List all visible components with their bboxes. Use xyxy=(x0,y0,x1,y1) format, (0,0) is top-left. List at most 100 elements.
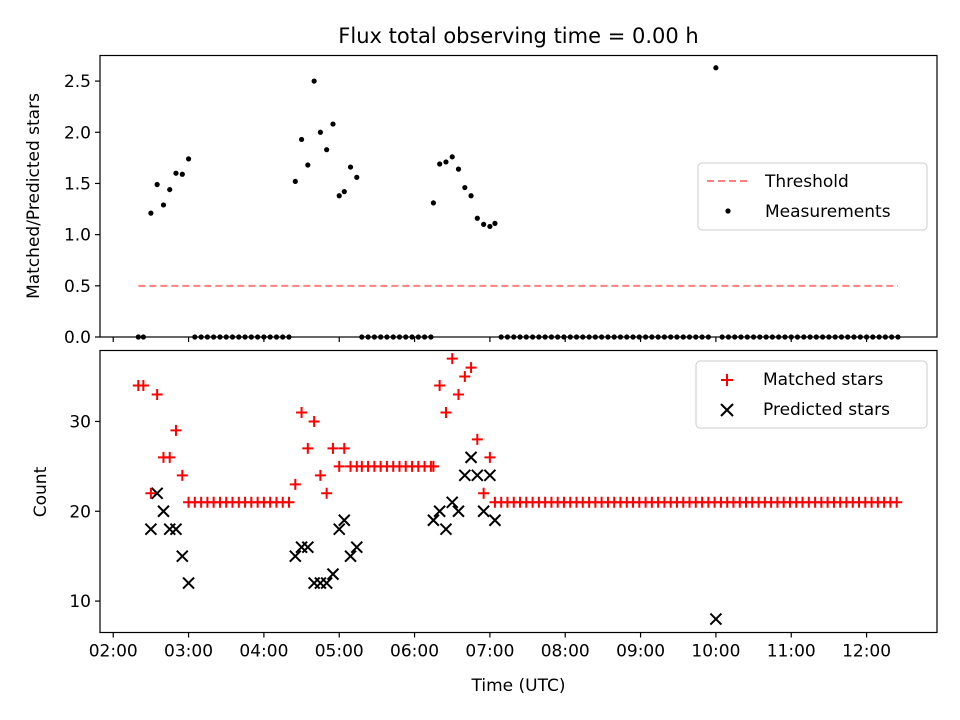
measurement-point xyxy=(474,215,480,221)
measurement-point xyxy=(530,334,536,340)
measurement-point xyxy=(261,334,267,340)
measurement-point xyxy=(487,223,493,230)
bottom-plot-frame xyxy=(99,349,938,634)
legend-measurements-label: Measurements xyxy=(765,202,891,222)
measurement-point xyxy=(492,220,498,226)
y-tick-label: 2.5 xyxy=(64,72,91,92)
x-tick-label: 07:00 xyxy=(465,642,514,662)
predicted-star-point xyxy=(157,505,170,518)
measurement-point xyxy=(713,65,719,71)
measurement-point xyxy=(882,334,888,340)
measurement-point xyxy=(217,334,223,340)
x-tick-label: 05:00 xyxy=(315,642,364,662)
measurement-point xyxy=(807,334,813,340)
matched-star-point xyxy=(459,371,471,383)
measurement-point xyxy=(845,334,851,340)
top-y-axis: 0.0 0.5 1.0 1.5 2.0 2.5 xyxy=(64,72,100,348)
predicted-star-point xyxy=(301,540,315,554)
predicted-star-point xyxy=(471,469,484,482)
legend-predicted-label: Predicted stars xyxy=(763,400,890,420)
matched-star-point xyxy=(302,442,314,454)
matched-star-point xyxy=(440,406,452,418)
measurement-point xyxy=(341,189,347,195)
measurement-point xyxy=(415,334,421,340)
measurement-point xyxy=(705,334,711,340)
legend-measurements-swatch xyxy=(725,208,731,214)
measurement-point xyxy=(763,334,769,340)
measurement-point xyxy=(378,334,384,340)
measurement-point xyxy=(826,334,832,340)
measurement-point xyxy=(462,184,468,191)
measurement-point xyxy=(430,200,436,206)
matched-star-point xyxy=(484,451,496,463)
predicted-star-point xyxy=(488,514,502,527)
measurement-point xyxy=(776,334,782,340)
measurement-point xyxy=(548,334,555,340)
measurement-point xyxy=(223,334,229,340)
measurement-point xyxy=(179,171,185,177)
measurement-point xyxy=(317,129,323,135)
matched-star-point xyxy=(327,442,339,454)
measurement-point xyxy=(857,334,863,340)
measurement-point xyxy=(298,136,305,143)
measurement-point xyxy=(555,334,561,340)
measurement-point xyxy=(611,334,617,340)
measurement-point xyxy=(738,334,744,340)
measurement-point xyxy=(481,221,487,227)
matched-star-point xyxy=(314,469,326,481)
predicted-star-point xyxy=(433,505,446,518)
measurement-point xyxy=(336,193,342,199)
y-tick-label: 30 xyxy=(69,412,91,432)
measurement-point xyxy=(449,154,455,160)
measurement-point xyxy=(832,334,838,340)
predicted-star-point xyxy=(182,576,195,590)
top-y-axis-label: Matched/Predicted stars xyxy=(24,93,44,299)
predicted-star-point xyxy=(333,523,346,536)
measurement-point xyxy=(643,334,649,340)
predicted-star-point xyxy=(477,505,490,518)
predicted-star-point xyxy=(344,549,357,563)
predicted-star-point xyxy=(464,451,478,464)
measurement-point xyxy=(895,334,901,340)
predicted-star-point xyxy=(169,523,183,536)
measurement-point xyxy=(428,334,434,340)
measurement-point xyxy=(820,334,826,340)
matched-star-point xyxy=(452,389,464,401)
measurement-point xyxy=(801,334,807,340)
measurement-point xyxy=(229,334,236,340)
matched-star-point xyxy=(145,487,157,499)
legend-matched-swatch xyxy=(721,374,733,386)
x-axis-label: Time (UTC) xyxy=(471,676,566,696)
measurement-point xyxy=(536,334,542,340)
x-tick-label: 11:00 xyxy=(767,642,816,662)
x-tick-label: 10:00 xyxy=(691,642,740,662)
chart-title: Flux total observing time = 0.00 h xyxy=(338,24,698,48)
measurement-point xyxy=(371,334,378,340)
measurement-point xyxy=(649,334,655,340)
matched-star-point xyxy=(434,380,446,392)
x-tick-label: 03:00 xyxy=(164,642,213,662)
matched-star-point xyxy=(891,496,903,508)
measurement-point xyxy=(409,334,415,340)
measurement-point xyxy=(561,334,567,340)
measurement-point xyxy=(173,170,179,176)
measurement-point xyxy=(468,193,474,199)
measurement-point xyxy=(794,334,801,340)
measurement-point xyxy=(838,334,845,340)
y-tick-label: 1.0 xyxy=(64,226,91,246)
bottom-y-axis-label: Count xyxy=(31,466,51,517)
matched-star-point xyxy=(333,460,345,472)
predicted-star-point xyxy=(338,514,351,527)
legend-threshold-label: Threshold xyxy=(764,172,849,192)
x-tick-label: 02:00 xyxy=(89,642,138,662)
matched-star-point xyxy=(164,451,176,463)
bottom-y-axis: 10 20 30 xyxy=(69,412,100,612)
measurement-point xyxy=(851,334,857,340)
bottom-x-axis: 02:00 03:00 04:00 05:00 06:00 07:00 08:00 09:00… xyxy=(89,632,891,662)
measurement-point xyxy=(443,159,449,165)
matched-star-point xyxy=(308,415,320,427)
measurement-point xyxy=(719,334,725,340)
measurement-point xyxy=(686,334,693,340)
measurement-point xyxy=(655,334,661,340)
